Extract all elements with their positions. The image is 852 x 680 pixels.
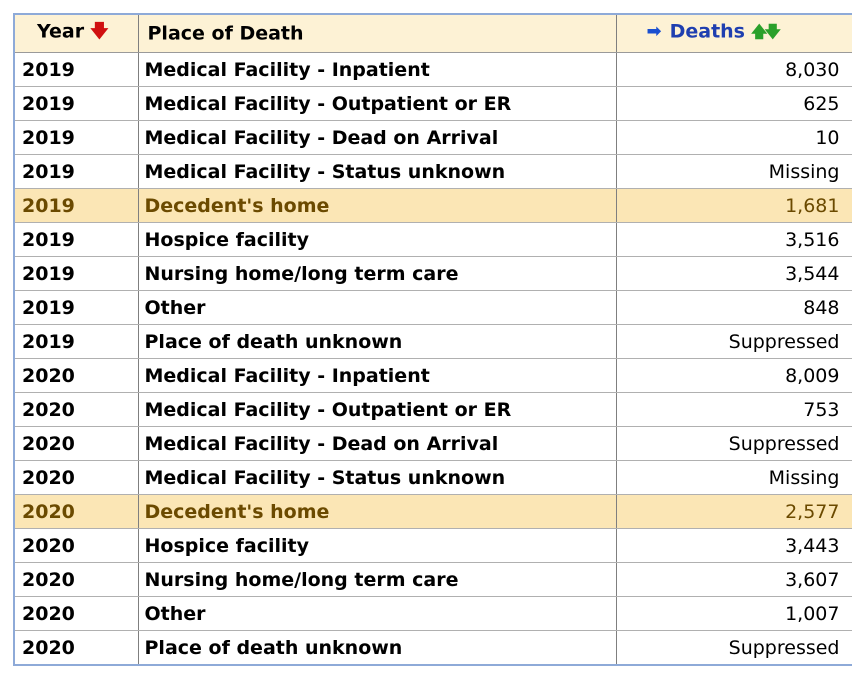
place-cell: Nursing home/long term care bbox=[138, 256, 617, 291]
table-row: 2020 Nursing home/long term care 3,607 bbox=[15, 562, 852, 597]
deaths-cell: 3,443 bbox=[616, 528, 852, 563]
table-row: 2020 Place of death unknown Suppressed bbox=[15, 630, 852, 664]
table-row: 2019 Medical Facility - Dead on Arrival 10 bbox=[15, 120, 852, 155]
year-cell: 2019 bbox=[15, 86, 139, 121]
table-row: 2019 Medical Facility - Inpatient 8,030 bbox=[15, 52, 852, 87]
deaths-cell: 625 bbox=[616, 86, 852, 121]
deaths-cell: 2,577 bbox=[616, 494, 852, 529]
place-cell: Other bbox=[138, 596, 617, 631]
place-cell: Place of death unknown bbox=[138, 630, 617, 664]
right-arrow-icon: ➡ bbox=[646, 20, 662, 42]
deaths-cell: 8,009 bbox=[616, 358, 852, 393]
results-table: Year 🡇 Place of Death ➡ Deaths 🡅🡇 2019 Medic… bbox=[15, 15, 852, 664]
deaths-column-header[interactable]: ➡ Deaths 🡅🡇 bbox=[616, 15, 852, 53]
year-cell: 2019 bbox=[15, 324, 139, 359]
year-cell: 2019 bbox=[15, 188, 139, 223]
place-cell: Decedent's home bbox=[138, 188, 617, 223]
table-row: 2019 Decedent's home 1,681 bbox=[15, 188, 852, 223]
year-cell: 2019 bbox=[15, 120, 139, 155]
place-cell: Medical Facility - Inpatient bbox=[138, 358, 617, 393]
table-row: 2020 Medical Facility - Dead on Arrival Su… bbox=[15, 426, 852, 461]
year-cell: 2019 bbox=[15, 256, 139, 291]
year-cell: 2019 bbox=[15, 154, 139, 189]
deaths-cell: 3,544 bbox=[616, 256, 852, 291]
table-row: 2020 Medical Facility - Outpatient or ER 7… bbox=[15, 392, 852, 427]
table-row: 2020 Medical Facility - Status unknown Mis… bbox=[15, 460, 852, 495]
place-header-label: Place of Death bbox=[147, 22, 304, 45]
deaths-cell: 10 bbox=[616, 120, 852, 155]
place-cell: Hospice facility bbox=[138, 222, 617, 257]
place-cell: Place of death unknown bbox=[138, 324, 617, 359]
table-row: 2019 Other 848 bbox=[15, 290, 852, 325]
place-column-header: Place of Death bbox=[138, 15, 617, 53]
year-cell: 2020 bbox=[15, 596, 139, 631]
place-cell: Medical Facility - Outpatient or ER bbox=[138, 392, 617, 427]
deaths-cell: 1,681 bbox=[616, 188, 852, 223]
year-cell: 2019 bbox=[15, 222, 139, 257]
results-table-container: Year 🡇 Place of Death ➡ Deaths 🡅🡇 2019 Medic… bbox=[13, 13, 852, 666]
place-cell: Medical Facility - Outpatient or ER bbox=[138, 86, 617, 121]
year-cell: 2020 bbox=[15, 358, 139, 393]
place-cell: Hospice facility bbox=[138, 528, 617, 563]
deaths-cell: 8,030 bbox=[616, 52, 852, 87]
place-cell: Medical Facility - Dead on Arrival bbox=[138, 426, 617, 461]
year-cell: 2020 bbox=[15, 494, 139, 529]
year-column-header[interactable]: Year 🡇 bbox=[15, 15, 139, 53]
place-cell: Decedent's home bbox=[138, 494, 617, 529]
place-cell: Medical Facility - Dead on Arrival bbox=[138, 120, 617, 155]
year-cell: 2020 bbox=[15, 562, 139, 597]
deaths-cell: 3,607 bbox=[616, 562, 852, 597]
deaths-cell: Suppressed bbox=[616, 630, 852, 664]
table-row: 2019 Hospice facility 3,516 bbox=[15, 222, 852, 257]
deaths-cell: 848 bbox=[616, 290, 852, 325]
year-cell: 2020 bbox=[15, 392, 139, 427]
deaths-cell: Suppressed bbox=[616, 426, 852, 461]
deaths-cell: 3,516 bbox=[616, 222, 852, 257]
table-row: 2020 Hospice facility 3,443 bbox=[15, 528, 852, 563]
table-row: 2020 Medical Facility - Inpatient 8,009 bbox=[15, 358, 852, 393]
sort-descending-icon[interactable]: 🡇 bbox=[90, 20, 109, 42]
table-row: 2020 Other 1,007 bbox=[15, 596, 852, 631]
place-cell: Medical Facility - Status unknown bbox=[138, 460, 617, 495]
deaths-cell: 753 bbox=[616, 392, 852, 427]
year-cell: 2020 bbox=[15, 426, 139, 461]
place-cell: Medical Facility - Status unknown bbox=[138, 154, 617, 189]
place-cell: Other bbox=[138, 290, 617, 325]
year-cell: 2020 bbox=[15, 528, 139, 563]
year-header-label: Year bbox=[37, 20, 85, 42]
table-row: 2019 Medical Facility - Status unknown Mis… bbox=[15, 154, 852, 189]
year-cell: 2019 bbox=[15, 52, 139, 87]
year-cell: 2020 bbox=[15, 460, 139, 495]
sort-up-down-icon[interactable]: 🡅🡇 bbox=[751, 21, 781, 41]
table-header-row: Year 🡇 Place of Death ➡ Deaths 🡅🡇 bbox=[15, 15, 852, 53]
year-cell: 2020 bbox=[15, 630, 139, 664]
deaths-header-label[interactable]: Deaths bbox=[669, 20, 745, 42]
table-row: 2019 Medical Facility - Outpatient or ER 6… bbox=[15, 86, 852, 121]
year-cell: 2019 bbox=[15, 290, 139, 325]
deaths-cell: Missing bbox=[616, 154, 852, 189]
table-row: 2019 Nursing home/long term care 3,544 bbox=[15, 256, 852, 291]
place-cell: Nursing home/long term care bbox=[138, 562, 617, 597]
deaths-cell: Suppressed bbox=[616, 324, 852, 359]
table-row: 2020 Decedent's home 2,577 bbox=[15, 494, 852, 529]
table-row: 2019 Place of death unknown Suppressed bbox=[15, 324, 852, 359]
place-cell: Medical Facility - Inpatient bbox=[138, 52, 617, 87]
deaths-cell: 1,007 bbox=[616, 596, 852, 631]
deaths-cell: Missing bbox=[616, 460, 852, 495]
